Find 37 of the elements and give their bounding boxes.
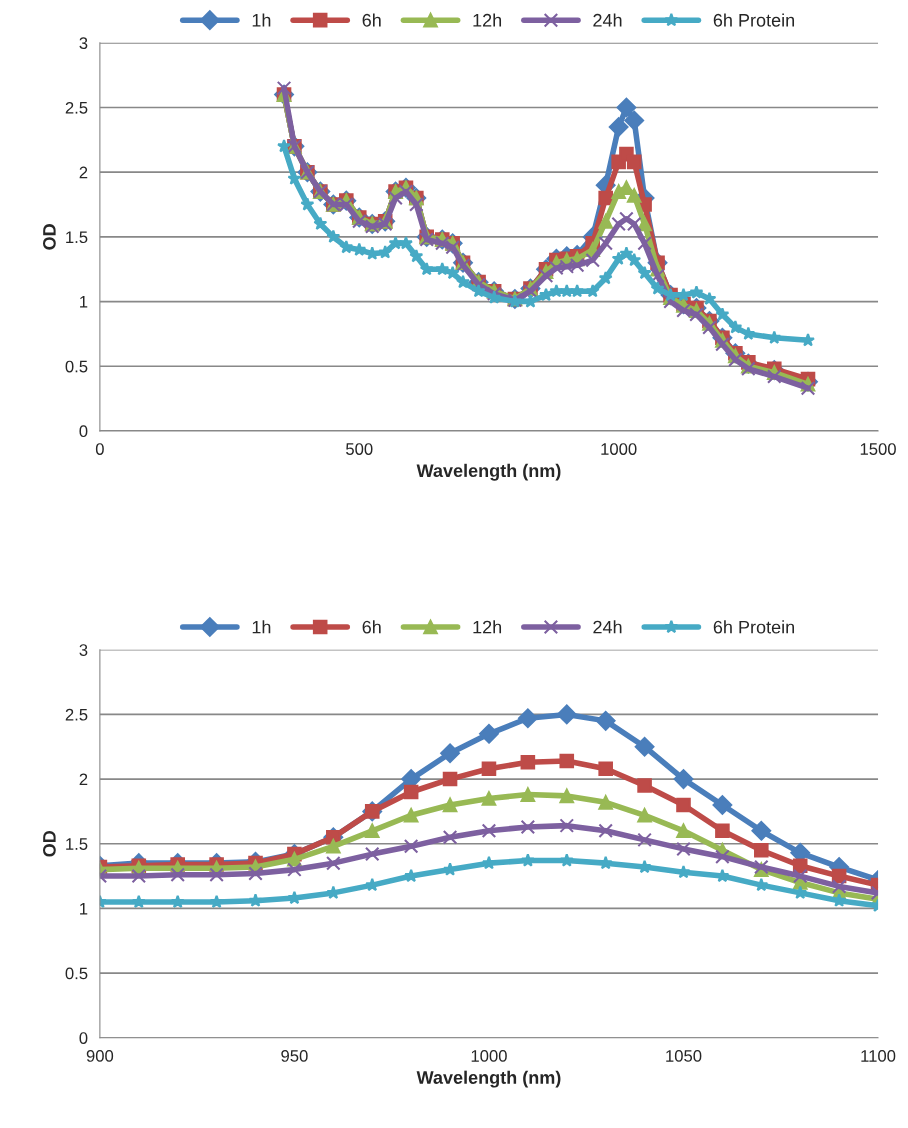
x-tick-label: 0 (95, 443, 104, 455)
x-tick-label: 500 (346, 443, 373, 455)
legend-label: 1h (252, 620, 271, 634)
legend-label: 6h Protein (713, 13, 795, 27)
legend-label: 6h (362, 13, 381, 27)
x-tick-label: 900 (86, 1050, 114, 1062)
legend-label: 12h (473, 620, 502, 634)
y-tick-label: 2.5 (65, 101, 88, 114)
x-tick-label: 950 (281, 1050, 308, 1062)
legend-label: 24h (593, 13, 622, 27)
y-tick-label: 1 (80, 296, 88, 308)
legend-label: 12h (473, 13, 502, 27)
y-tick-label: 1.5 (66, 838, 88, 850)
y-tick-label: 3 (79, 644, 88, 656)
x-tick-label: 1000 (471, 1050, 507, 1062)
y-tick-label: 2.5 (65, 708, 88, 721)
y-tick-label: 0 (79, 425, 88, 438)
legend-label: 6h Protein (713, 620, 795, 634)
x-tick-label: 1050 (666, 1050, 702, 1062)
y-tick-label: 2 (79, 166, 88, 179)
x-tick-label: 1500 (860, 443, 896, 455)
y-tick-label: 2 (79, 773, 88, 786)
y-tick-label: 0.5 (65, 967, 88, 980)
y-tick-label: 0.5 (65, 360, 88, 373)
x-tick-label: 1100 (861, 1050, 896, 1062)
x-tick-label: 1000 (601, 443, 637, 455)
legend-label: 6h (362, 620, 381, 634)
y-tick-label: 3 (79, 37, 88, 50)
y-tick-label: 1.5 (66, 231, 88, 244)
y-tick-label: 1 (80, 902, 88, 915)
x-axis-title: Wavelength (nm) (416, 463, 561, 481)
y-tick-label: 0 (79, 1032, 88, 1044)
y-axis-title: OD (43, 224, 56, 250)
legend-label: 1h (252, 13, 271, 27)
legend-label: 24h (593, 620, 622, 634)
y-axis-title: OD (43, 830, 56, 857)
x-axis-title: Wavelength (nm) (416, 1070, 561, 1088)
